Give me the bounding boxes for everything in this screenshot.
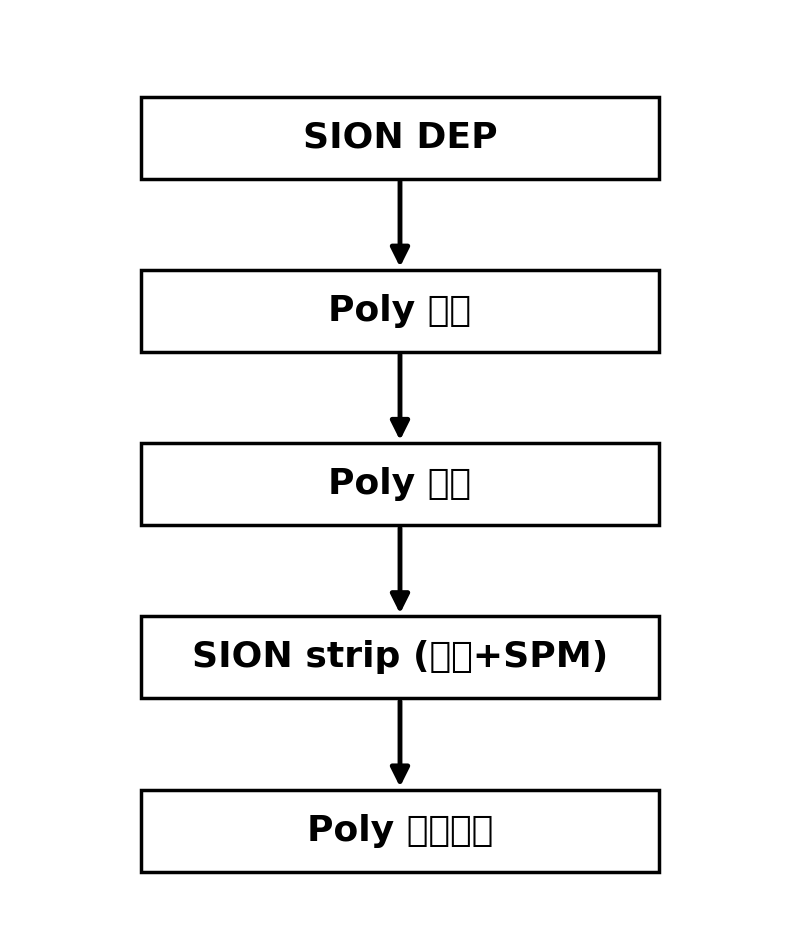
- Text: Poly 光刻: Poly 光刻: [329, 294, 471, 328]
- Text: SION DEP: SION DEP: [302, 121, 498, 155]
- Bar: [141, 97, 659, 179]
- Bar: [141, 270, 659, 352]
- Bar: [141, 789, 659, 872]
- Text: Poly 刻蚀: Poly 刻蚀: [329, 467, 471, 501]
- Text: SION strip (磷酸+SPM): SION strip (磷酸+SPM): [192, 640, 608, 674]
- Text: Poly 退火氧化: Poly 退火氧化: [307, 814, 493, 847]
- Bar: [141, 617, 659, 698]
- Bar: [141, 443, 659, 525]
